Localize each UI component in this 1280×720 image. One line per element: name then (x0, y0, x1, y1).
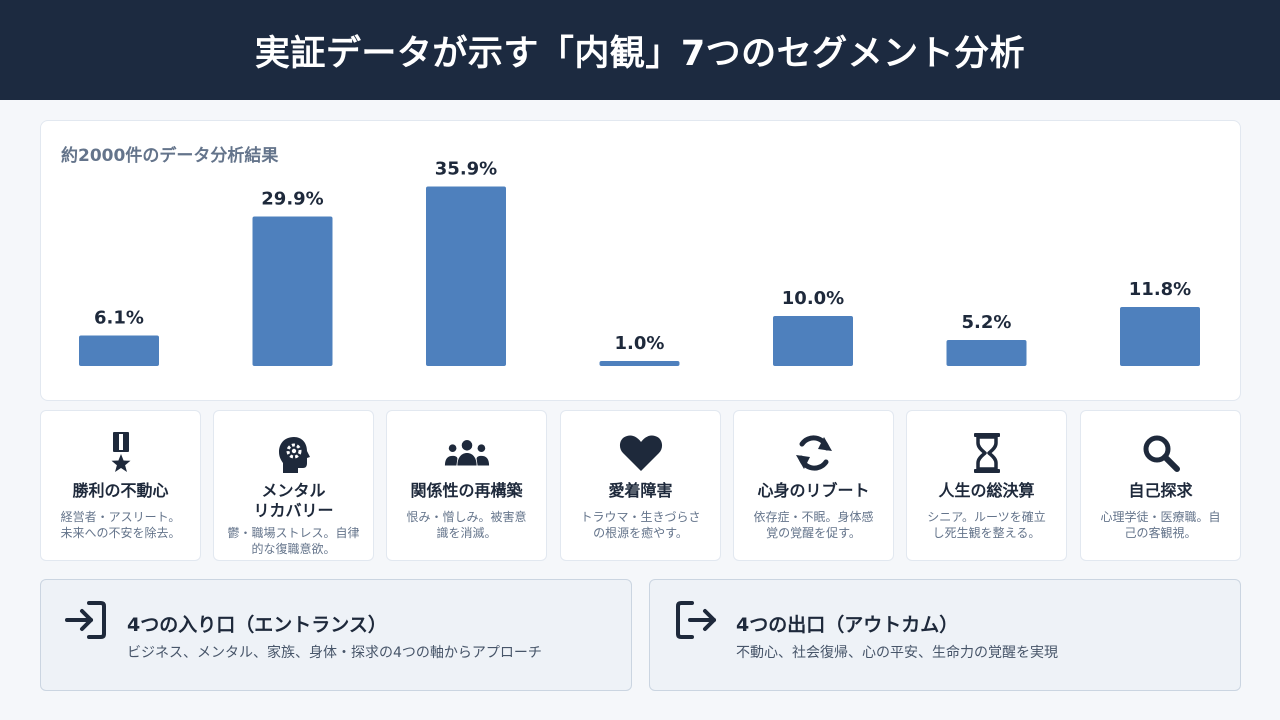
segment-desc-line: 識を消滅。 (436, 526, 497, 540)
bar-label-4: 10.0% (782, 288, 844, 309)
bar-label-1: 29.9% (261, 189, 323, 210)
bar-0 (79, 335, 159, 366)
segment-desc-line: シニア。ルーツを確立 (927, 510, 1046, 524)
segment-card-1: メンタル リカバリー 鬱・職場ストレス。自律 的な復職意欲。 (213, 410, 374, 561)
sign-in-icon (65, 598, 109, 642)
exit-subtitle: 不動心、社会復帰、心の平安、生命力の覚醒を実現 (736, 645, 1058, 661)
bar-3 (599, 361, 680, 366)
bar-6 (1120, 307, 1200, 366)
segment-card-6: 自己探求 心理学徒・医療職。自 己の客観視。 (1080, 410, 1241, 561)
segment-card-0: 勝利の不動心 経営者・アスリート。 未来への不安を除去。 (40, 410, 201, 561)
segment-card-4: 心身のリブート 依存症・不眠。身体感 覚の覚醒を促す。 (733, 410, 894, 561)
search-icon (1137, 431, 1185, 475)
segment-name-line: メンタル (261, 481, 326, 500)
segment-desc-line: 的な復職意欲。 (251, 542, 336, 556)
segment-name: 心身のリブート (757, 481, 870, 500)
chart-title: 約2000件のデータ分析結果 (61, 146, 279, 166)
segment-desc-line: 未来への不安を除去。 (60, 526, 181, 540)
segment-desc-line: トラウマ・生きづらさ (580, 510, 701, 524)
exit-title: 4つの出口（アウトカム） (736, 614, 959, 636)
heart-icon (617, 431, 665, 475)
refresh-icon (790, 431, 838, 475)
segment-name-line: リカバリー (253, 501, 334, 520)
segment-card-3: 愛着障害 トラウマ・生きづらさ の根源を癒やす。 (560, 410, 721, 561)
exit-panel: 4つの出口（アウトカム） 不動心、社会復帰、心の平安、生命力の覚醒を実現 (649, 579, 1241, 691)
bar-4 (773, 316, 853, 366)
bar-label-5: 5.2% (962, 312, 1012, 333)
segment-desc-line: の根源を癒やす。 (593, 526, 688, 540)
hourglass-icon (963, 431, 1011, 475)
segment-name: 勝利の不動心 (72, 481, 169, 500)
segment-desc-line: 己の客観視。 (1124, 526, 1197, 540)
segment-desc-line: 恨み・憎しみ。被害意 (406, 510, 527, 524)
segment-desc-line: 覚の覚醒を促す。 (766, 526, 861, 540)
chart-card: 約2000件のデータ分析結果 6.1% 29.9% 35.9% 1.0% 10.0% 5.… (40, 120, 1241, 401)
page-title: 実証データが示す「内観」7つのセグメント分析 (254, 33, 1026, 74)
sign-out-icon (674, 598, 718, 642)
bar-1 (252, 216, 333, 366)
segment-cards: 勝利の不動心 経営者・アスリート。 未来への不安を除去。 メンタル リカバリー … (40, 410, 1241, 561)
bar-label-2: 35.9% (435, 159, 497, 180)
entrance-title: 4つの入り口（エントランス） (127, 614, 387, 636)
segment-desc-line: 鬱・職場ストレス。自律 (227, 526, 360, 540)
bar-label-3: 1.0% (615, 333, 665, 354)
bar-label-0: 6.1% (94, 308, 144, 329)
entrance-panel: 4つの入り口（エントランス） ビジネス、メンタル、家族、身体・探求の4つの軸から… (40, 579, 632, 691)
segment-name: 関係性の再構築 (410, 481, 523, 500)
segment-desc-line: し死生観を整える。 (932, 526, 1041, 540)
people-group-icon (443, 431, 491, 475)
entrance-subtitle: ビジネス、メンタル、家族、身体・探求の4つの軸からアプローチ (127, 645, 542, 661)
header-banner: 実証データが示す「内観」7つのセグメント分析 (0, 0, 1280, 100)
segment-name: 人生の総決算 (938, 481, 1035, 500)
segment-name: 愛着障害 (608, 481, 673, 500)
bar-chart: 6.1% 29.9% 35.9% 1.0% 10.0% 5.2% 11.8% (79, 159, 1200, 366)
head-gear-icon (270, 433, 318, 477)
segment-desc-line: 経営者・アスリート。 (60, 510, 181, 524)
segment-card-5: 人生の総決算 シニア。ルーツを確立 し死生観を整える。 (906, 410, 1067, 561)
medal-icon (97, 431, 145, 475)
segment-name: 自己探求 (1128, 481, 1193, 500)
segment-card-2: 関係性の再構築 恨み・憎しみ。被害意 識を消滅。 (386, 410, 547, 561)
segment-desc-line: 心理学徒・医療職。自 (1100, 510, 1221, 524)
segment-desc-line: 依存症・不眠。身体感 (753, 510, 874, 524)
segment-name: メンタル リカバリー (214, 481, 373, 521)
bar-label-6: 11.8% (1129, 279, 1191, 300)
bar-2 (426, 186, 506, 366)
bar-5 (946, 340, 1027, 366)
